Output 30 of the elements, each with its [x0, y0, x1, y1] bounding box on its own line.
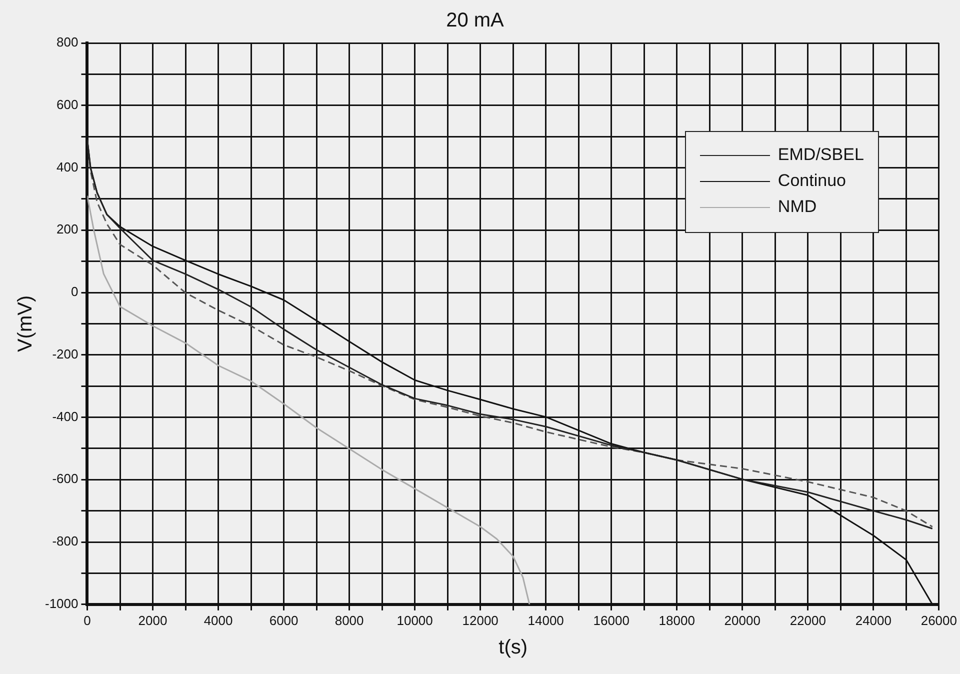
- x-tick-label: 20000: [724, 612, 760, 628]
- x-tick-label: 10000: [396, 612, 433, 628]
- y-tick-label: -800: [52, 534, 78, 549]
- x-tick-label: 16000: [593, 612, 630, 628]
- chart-title: 20 mA: [446, 10, 505, 32]
- x-tick-label: 0: [84, 612, 91, 628]
- x-tick-label: 14000: [528, 612, 564, 628]
- y-tick-label: -1000: [45, 596, 78, 611]
- y-tick-label: 400: [56, 159, 78, 174]
- x-tick-label: 4000: [204, 612, 233, 628]
- y-tick-label: 0: [71, 284, 78, 300]
- x-tick-label: 26000: [920, 612, 958, 628]
- x-tick-label: 22000: [790, 612, 826, 628]
- y-tick-label: -400: [52, 408, 78, 424]
- y-axis-title: V(mV): [14, 295, 37, 352]
- x-tick-label: 18000: [658, 612, 695, 628]
- legend-label: Continuo: [778, 171, 846, 191]
- x-tick-label: 12000: [462, 612, 498, 628]
- y-tick-label: 600: [56, 96, 78, 112]
- y-tick-label: 200: [56, 222, 78, 237]
- x-tick-label: 2000: [138, 612, 168, 628]
- x-tick-label: 24000: [855, 612, 892, 628]
- x-tick-label: 8000: [334, 612, 364, 628]
- x-tick-label: 6000: [269, 612, 298, 628]
- y-tick-label: -200: [52, 346, 78, 362]
- x-axis-title: t(s): [498, 636, 528, 659]
- y-tick-label: 800: [56, 34, 78, 50]
- y-tick-label: -600: [52, 471, 78, 486]
- legend-label: EMD/SBEL: [778, 145, 864, 165]
- legend-label: NMD: [778, 197, 817, 217]
